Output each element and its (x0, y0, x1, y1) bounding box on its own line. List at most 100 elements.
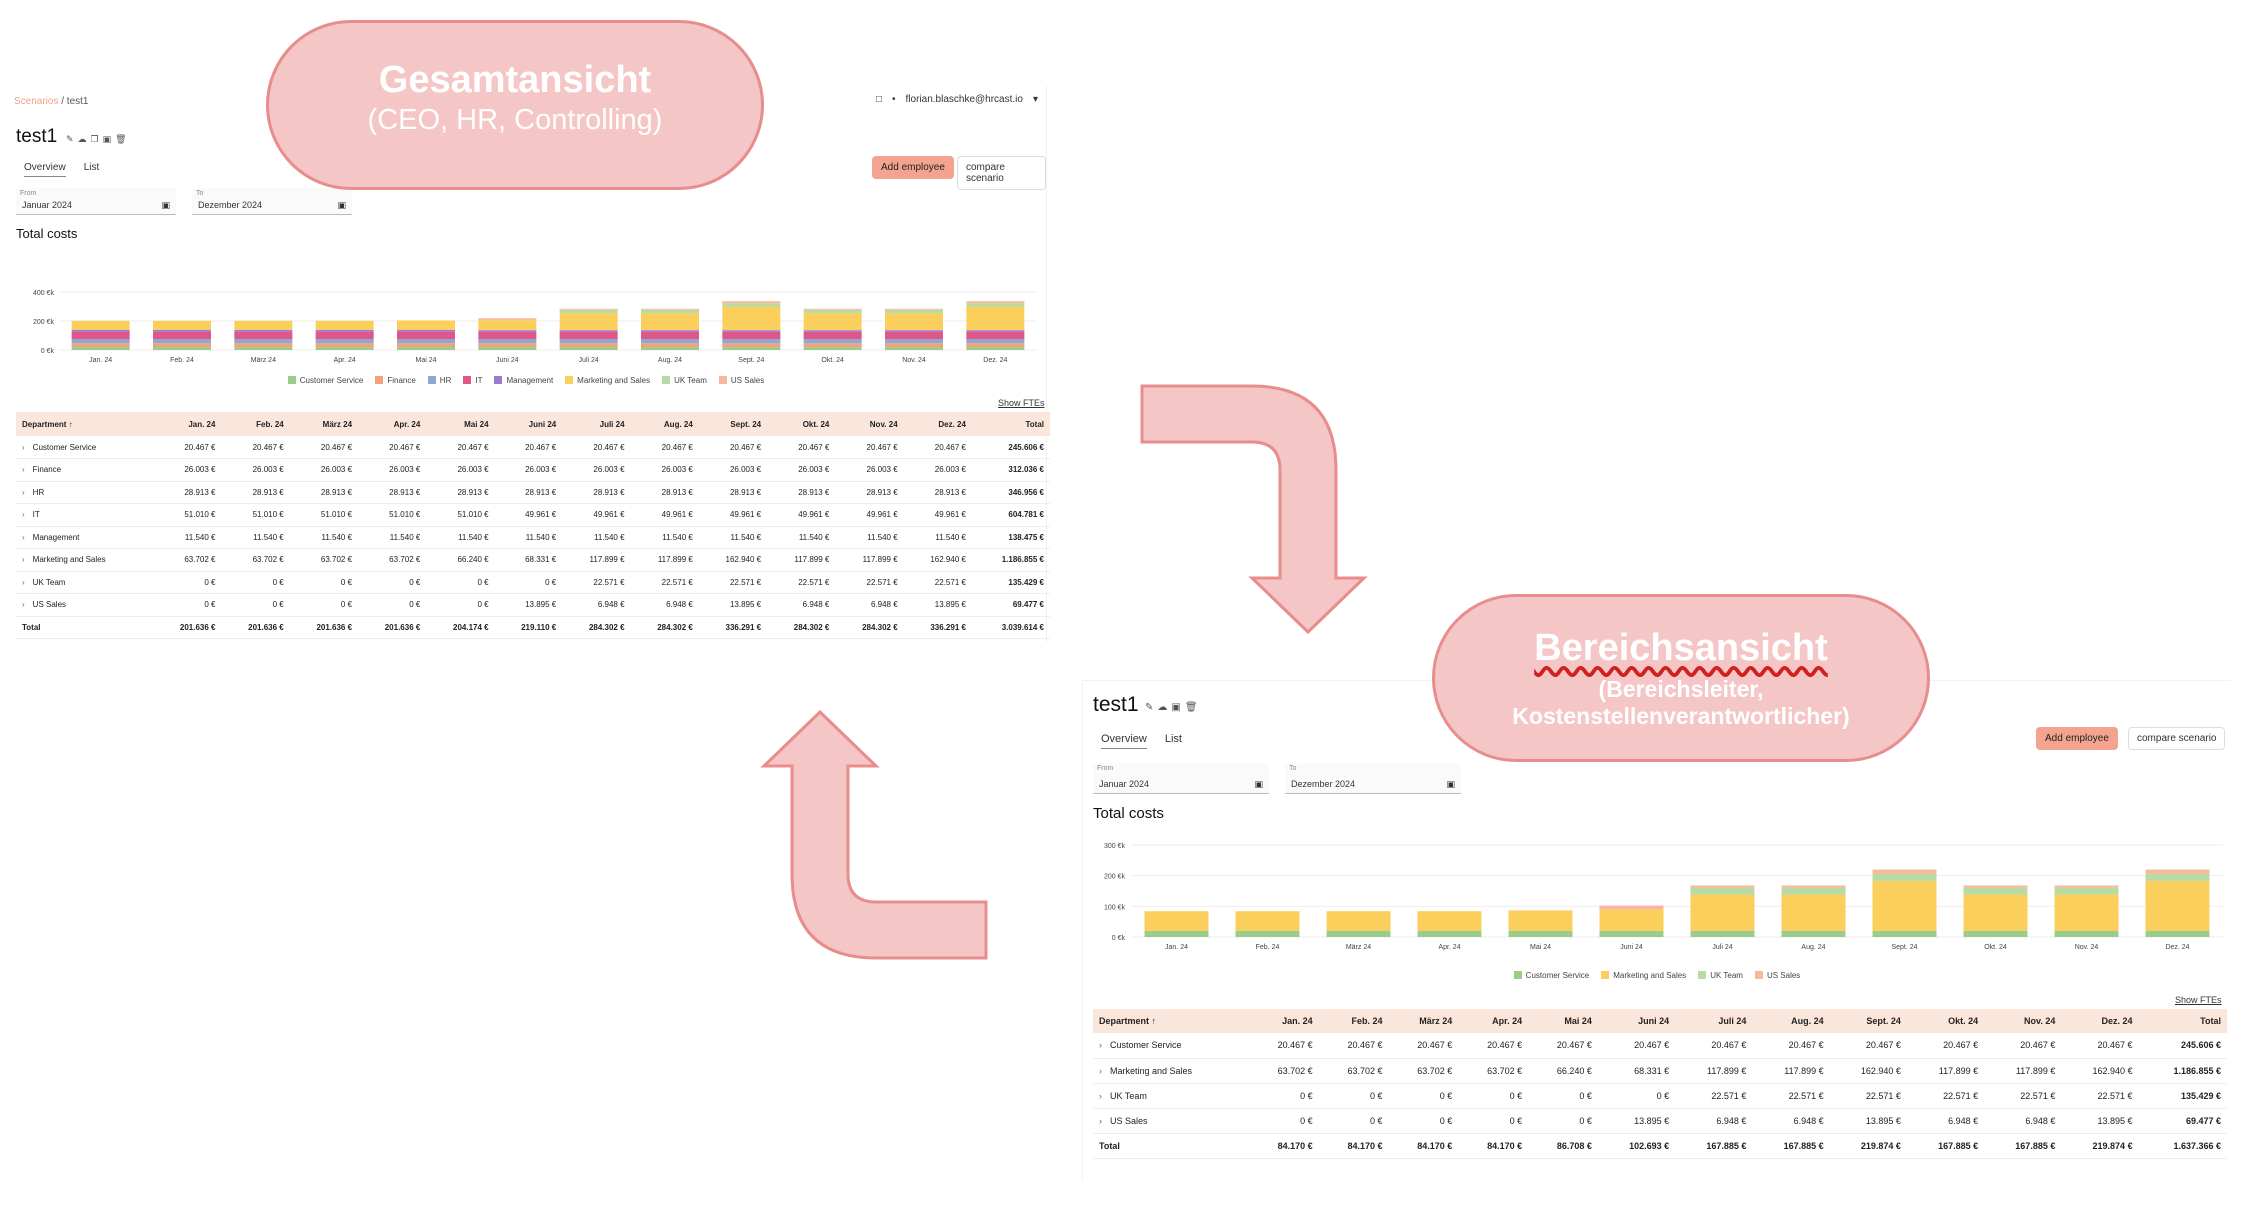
tab-overview[interactable]: Overview (24, 162, 66, 177)
chevron-right-icon[interactable]: › (1099, 1115, 1102, 1126)
table-row[interactable]: › Customer Service 20.467 €20.467 €20.467 … (16, 436, 1050, 459)
bar-segment (803, 347, 862, 350)
chevron-right-icon[interactable]: › (22, 465, 25, 475)
show-ftes-link[interactable]: Show FTEs (2175, 995, 2222, 1005)
value-cell: 0 € (221, 571, 290, 594)
table-row[interactable]: › Finance 26.003 €26.003 €26.003 €26.003 €… (16, 458, 1050, 482)
costs-table: Department ↑ Jan. 24 Feb. 24 März 24 Apr. 24… (1093, 1009, 2227, 1159)
calendar-icon[interactable]: ▣ (161, 200, 170, 210)
from-value: Januar 2024 (22, 200, 73, 210)
value-cell: 20.467 € (1752, 1033, 1830, 1059)
chevron-right-icon[interactable]: › (22, 577, 25, 587)
chevron-right-icon[interactable]: › (22, 510, 25, 520)
to-value: Dezember 2024 (1291, 779, 1356, 789)
table-row[interactable]: › Customer Service 20.467 €20.467 €20.467 … (1093, 1033, 2227, 1059)
chevron-right-icon[interactable]: › (22, 532, 25, 542)
chevron-down-icon[interactable]: ▾ (1032, 94, 1038, 105)
value-cell: 28.913 € (153, 481, 222, 504)
edit-icon[interactable]: ✎ (1145, 702, 1154, 713)
table-row[interactable]: › Marketing and Sales 63.702 €63.702 €63.7… (1093, 1058, 2227, 1084)
legend-item[interactable]: US Sales (1754, 971, 1800, 980)
calendar-icon[interactable]: ▣ (337, 200, 346, 210)
x-tick-label: Jan. 24 (89, 357, 112, 364)
bar-segment (1599, 930, 1664, 937)
compare-scenario-button[interactable]: compare scenario (957, 156, 1046, 190)
legend-item[interactable]: US Sales (718, 376, 764, 385)
chevron-right-icon[interactable]: › (1099, 1065, 1102, 1076)
legend-label: HR (439, 376, 452, 385)
department-cell: › IT (16, 503, 154, 527)
table-row[interactable]: › HR 28.913 €28.913 €28.913 €28.913 €28.91… (16, 481, 1050, 504)
from-value: Januar 2024 (1099, 779, 1150, 789)
x-tick-label: Feb. 24 (170, 357, 194, 364)
value-cell: 336.291 € (698, 616, 768, 639)
bar-segment (71, 339, 130, 344)
legend-item[interactable]: IT (463, 376, 482, 385)
chevron-right-icon[interactable]: › (1099, 1040, 1102, 1051)
trash-icon[interactable]: 🗑 (115, 134, 127, 144)
breadcrumb-scenarios-link[interactable]: Scenarios (14, 96, 59, 107)
table-row[interactable]: › US Sales 0 €0 €0 €0 €0 €13.895 €6.948 €6… (16, 593, 1050, 617)
chevron-right-icon[interactable]: › (22, 487, 25, 497)
from-date-field[interactable]: From Januar 2024 ▣ (16, 188, 176, 215)
legend-item[interactable]: Customer Service (287, 376, 363, 385)
value-cell: 6.948 € (767, 593, 836, 617)
value-cell: 26.003 € (494, 458, 563, 482)
cloud-icon[interactable]: ☁ (77, 134, 87, 144)
add-employee-button[interactable]: Add employee (2036, 727, 2118, 750)
legend-item[interactable]: Marketing and Sales (565, 376, 650, 385)
archive-icon[interactable]: ▣ (1171, 702, 1181, 713)
value-cell: 0 € (494, 571, 563, 594)
legend-item[interactable]: UK Team (662, 376, 707, 385)
total-row: Total 84.170 €84.170 €84.170 €84.170 €86.… (1093, 1133, 2227, 1159)
department-column-header[interactable]: Department ↑ (16, 412, 154, 436)
archive-icon[interactable]: ▣ (102, 134, 112, 144)
table-row[interactable]: › US Sales 0 €0 €0 €0 €0 €13.895 €6.948 €6… (1093, 1108, 2227, 1134)
legend-item[interactable]: Management (494, 376, 553, 385)
y-tick-label: 100 €k (1104, 904, 1126, 911)
value-cell: 63.702 € (1388, 1058, 1459, 1084)
chevron-right-icon[interactable]: › (22, 442, 25, 452)
legend-item[interactable]: UK Team (1698, 971, 1743, 980)
table-row[interactable]: › UK Team 0 €0 €0 €0 €0 €0 €22.571 €22.571… (1093, 1083, 2227, 1109)
value-cell: 66.240 € (426, 548, 495, 572)
y-tick-label: 200 €k (1104, 874, 1126, 881)
table-row[interactable]: › Marketing and Sales 63.702 €63.702 €63.7… (16, 548, 1050, 572)
tab-list[interactable]: List (1164, 733, 1182, 745)
legend-item[interactable]: Finance (375, 376, 416, 385)
legend-item[interactable]: Marketing and Sales (1601, 971, 1686, 980)
edit-icon[interactable]: ✎ (66, 134, 74, 144)
arrow-down-right (1140, 384, 1368, 635)
from-date-field[interactable]: From Januar 2024 ▣ (1093, 763, 1269, 794)
cloud-icon[interactable]: ☁ (1157, 702, 1168, 713)
copy-icon[interactable]: ❐ (90, 134, 99, 144)
table-row[interactable]: › UK Team 0 €0 €0 €0 €0 €0 €22.571 €22.571… (16, 571, 1050, 594)
calendar-icon[interactable]: ▣ (1446, 779, 1455, 789)
calendar-icon[interactable]: ▣ (1254, 779, 1263, 789)
to-date-field[interactable]: To Dezember 2024 ▣ (192, 188, 352, 215)
total-cell: 135.429 € (2138, 1083, 2227, 1109)
table-row[interactable]: › IT 51.010 €51.010 €51.010 €51.010 €51.01… (16, 503, 1050, 527)
user-menu[interactable]: □ • florian.blaschke@hrcast.io ▾ (876, 94, 1038, 105)
compare-scenario-button[interactable]: compare scenario (2128, 727, 2226, 750)
legend-item[interactable]: HR (427, 376, 452, 385)
tab-overview[interactable]: Overview (1101, 733, 1147, 749)
chevron-right-icon[interactable]: › (22, 600, 25, 610)
tab-list[interactable]: List (83, 162, 100, 173)
department-column-header[interactable]: Department ↑ (1093, 1009, 1249, 1033)
legend-item[interactable]: Customer Service (1513, 971, 1589, 980)
show-ftes-link[interactable]: Show FTEs (998, 398, 1045, 408)
trash-icon[interactable]: 🗑 (1184, 702, 1198, 713)
to-date-field[interactable]: To Dezember 2024 ▣ (1285, 763, 1461, 794)
value-cell: 11.540 € (289, 526, 359, 549)
comment-icon[interactable]: □ (875, 94, 883, 105)
table-row[interactable]: › Management 11.540 €11.540 €11.540 €11.54… (16, 526, 1050, 549)
add-employee-button[interactable]: Add employee (872, 156, 954, 179)
user-email[interactable]: florian.blaschke@hrcast.io (905, 94, 1023, 105)
bar-segment (478, 343, 537, 348)
x-tick-label: März 24 (1346, 944, 1371, 951)
value-cell: 162.940 € (1829, 1058, 1907, 1084)
chevron-right-icon[interactable]: › (1099, 1090, 1102, 1101)
chevron-right-icon[interactable]: › (22, 555, 25, 565)
total-cell: 1.186.855 € (2138, 1058, 2227, 1084)
